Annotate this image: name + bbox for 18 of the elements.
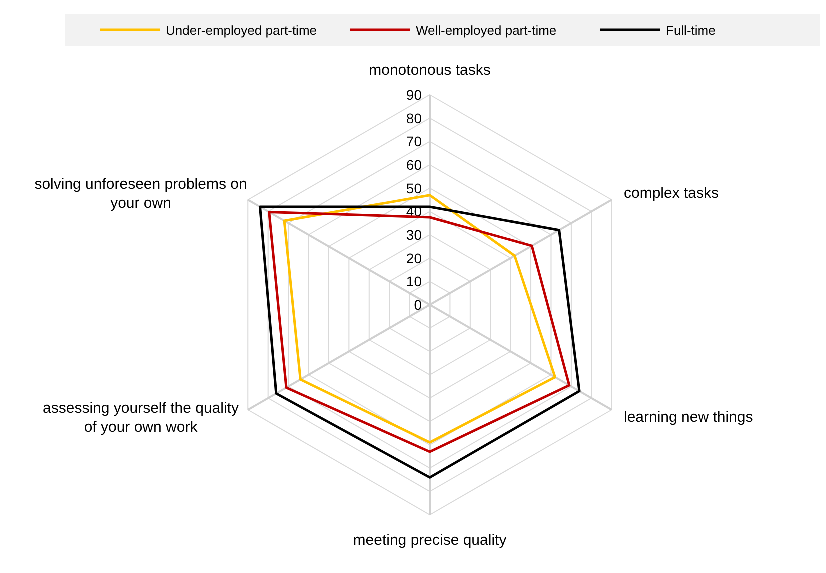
y-tick-label: 90 — [406, 87, 422, 103]
y-tick-label: 80 — [406, 110, 422, 126]
legend-label: Full-time — [666, 23, 716, 38]
spoke-label: monotonous tasks — [369, 62, 491, 79]
y-tick-label: 10 — [406, 274, 422, 290]
y-tick-label: 30 — [406, 227, 422, 243]
spoke-label: learning new things — [624, 409, 754, 426]
spoke-label: meeting precise quality — [353, 532, 508, 549]
y-tick-label: 70 — [406, 134, 422, 150]
spoke-label: assessing yourself the quality of your own work — [43, 400, 240, 436]
legend-label: Well-employed part-time — [416, 23, 557, 38]
legend-label: Under-employed part-time — [166, 23, 318, 38]
y-tick-label: 20 — [406, 250, 422, 266]
y-tick-label: 50 — [406, 180, 422, 196]
spoke-label: complex tasks — [624, 185, 720, 202]
y-tick-label: 0 — [414, 297, 422, 313]
y-tick-label: 60 — [406, 157, 422, 173]
spoke-label: solving unforeseen problems on your own — [34, 176, 248, 212]
